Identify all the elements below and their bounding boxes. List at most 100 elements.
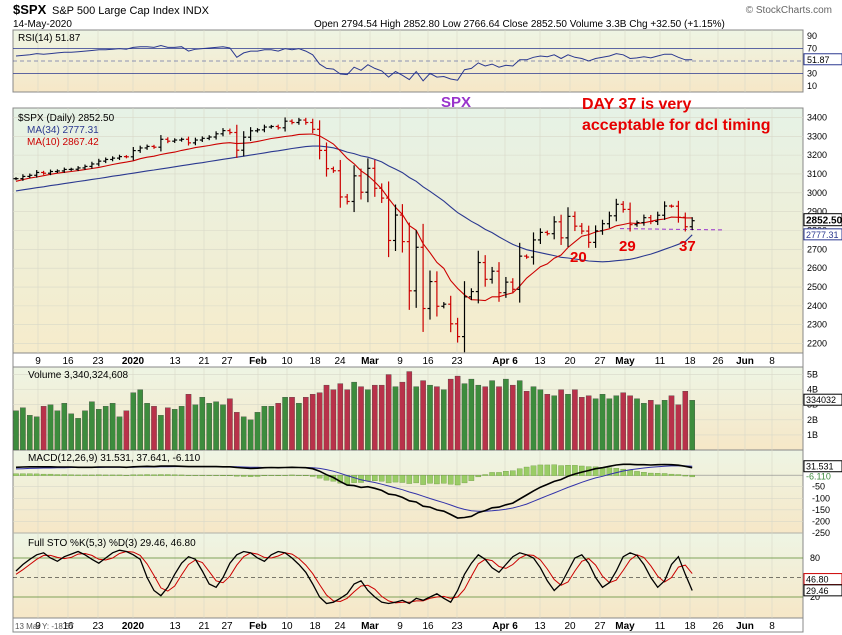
macd-label: MACD(12,26,9) 31.531, 37.641, -6.110 [28, 453, 201, 464]
stoch-d-last-label: 29.46 [806, 586, 829, 596]
macd-histogram-bar [27, 473, 33, 476]
x-tick-label-bottom: Mar [361, 621, 379, 632]
macd-histogram-bar [689, 474, 695, 478]
volume-layer [13, 371, 695, 451]
ma34-legend: MA(34) 2777.31 [27, 125, 99, 136]
volume-bar [641, 403, 647, 451]
macd-histogram-bar [102, 474, 109, 476]
footer-note: 13 Mar Y: -18.57 [15, 622, 75, 631]
stoch-k-line [15, 549, 693, 605]
macd-line [15, 463, 693, 519]
volume-bar [330, 389, 337, 451]
x-tick-label-bottom: 21 [198, 621, 210, 632]
annotation-day-37: 37 [679, 238, 696, 255]
volume-bar [268, 406, 275, 451]
macd-histogram-bar [158, 474, 164, 476]
stoch-d-line [15, 550, 693, 604]
macd-histogram-bar [68, 474, 74, 476]
volume-bar [461, 383, 468, 451]
macd-histogram-bar [82, 474, 88, 476]
volume-bar [572, 389, 578, 451]
macd-histogram-bar [634, 471, 640, 476]
rsi-line [15, 44, 693, 82]
macd-histogram-bar [33, 473, 40, 476]
price-y-tick: 2400 [807, 301, 827, 311]
volume-bar [234, 412, 240, 451]
x-tick-label: 26 [712, 356, 724, 367]
volume-bar [47, 404, 54, 451]
volume-bar [454, 375, 461, 451]
volume-bar [40, 406, 47, 451]
volume-bar [475, 384, 482, 451]
volume-bar [275, 403, 281, 451]
volume-bar [247, 419, 254, 451]
volume-bar [537, 389, 544, 451]
volume-bar [137, 389, 143, 451]
macd-histogram-bar [516, 468, 523, 476]
price-y-tick: 2500 [807, 282, 827, 292]
volume-label: Volume 3,340,324,608 [28, 370, 129, 381]
x-tick-label-bottom: 9 [35, 621, 41, 632]
volume-bar [178, 406, 185, 451]
x-tick-label: 21 [198, 356, 210, 367]
macd-y-tick: -50 [812, 482, 825, 492]
x-tick-label-bottom: 24 [334, 621, 346, 632]
volume-bar [296, 403, 302, 451]
volume-bar [303, 397, 309, 451]
volume-bar [54, 410, 61, 451]
volume-bar [61, 403, 68, 451]
x-tick-label-bottom: May [615, 621, 635, 632]
volume-bar [530, 386, 537, 451]
axis-layer: 991616232320202020131321212727FebFeb1010… [35, 31, 842, 632]
x-tick-label-bottom: 23 [92, 621, 104, 632]
volume-bar [33, 416, 40, 451]
macd-histogram-bar [544, 464, 551, 476]
x-tick-label: 11 [655, 356, 666, 367]
volume-bar [344, 389, 350, 451]
price-legend: $SPX (Daily) 2852.50 [18, 113, 115, 124]
x-tick-label: Mar [361, 356, 379, 367]
volume-bar [489, 380, 495, 451]
volume-bar [192, 404, 199, 451]
price-y-tick: 2700 [807, 244, 827, 254]
volume-bar [240, 416, 247, 451]
macd-y-tick: -200 [812, 516, 830, 526]
macd-histogram-bar [178, 474, 185, 476]
volume-bar [372, 384, 378, 451]
x-tick-label: 16 [422, 356, 434, 367]
macd-histogram-bar [661, 473, 668, 476]
symbol-title: $SPX [13, 2, 47, 17]
volume-bar [689, 400, 695, 451]
volume-bar [123, 410, 130, 451]
macd-histogram-bar [192, 474, 199, 476]
index-name: S&P 500 Large Cap Index INDX [52, 5, 210, 17]
volume-bar [434, 386, 440, 451]
volume-bar [151, 406, 157, 451]
volume-bar [254, 412, 261, 451]
x-tick-label-bottom: 20 [564, 621, 576, 632]
macd-histogram-bar [227, 474, 233, 477]
macd-histogram-bar [648, 472, 654, 476]
macd-histogram-bar [558, 465, 564, 476]
macd-histogram-bar [165, 474, 171, 476]
volume-bar [620, 392, 626, 451]
x-tick-label-bottom: 9 [397, 621, 403, 632]
volume-bar [109, 403, 116, 451]
macd-histogram-bar [20, 473, 26, 476]
macd-histogram-bar [530, 465, 537, 476]
macd-histogram-bar [434, 474, 440, 485]
stoch-d-last-tag [803, 584, 842, 597]
volume-bar [654, 404, 661, 451]
macd-histogram-bar [572, 465, 578, 476]
stoch-y-tick: 20 [810, 592, 820, 602]
volume-bar [158, 415, 164, 451]
macd-histogram-bar [523, 466, 530, 476]
volume-bar [309, 394, 316, 451]
macd-histogram-bar [385, 474, 392, 484]
annotation-day-29: 29 [619, 238, 636, 255]
macd-last-label: 31.531 [806, 462, 834, 472]
axis-strip-bottom [12, 617, 804, 633]
ma34-line [15, 145, 693, 263]
macd-histogram-bar [254, 474, 261, 477]
x-tick-label-bottom: Jun [736, 621, 754, 632]
